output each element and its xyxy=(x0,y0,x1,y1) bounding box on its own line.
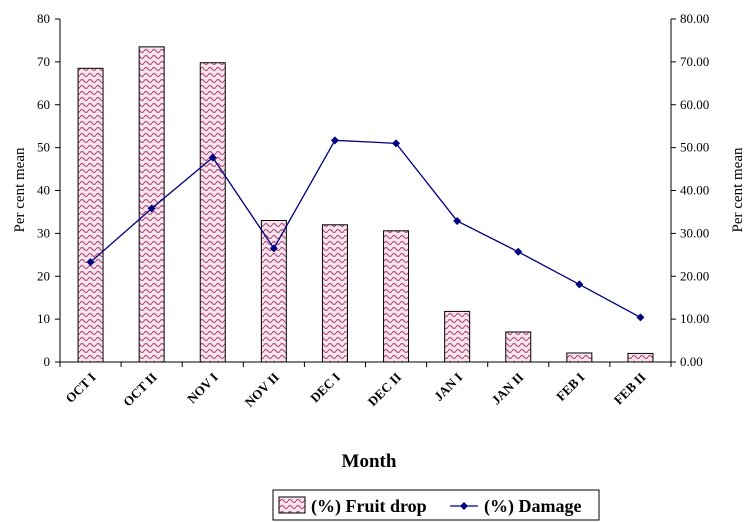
left-axis-ticks: 0 10 20 30 40 50 60 70 80 xyxy=(37,11,60,369)
y-axis-title-right: Per cent mean xyxy=(730,147,746,232)
bar-nov-i xyxy=(199,62,226,363)
damage-point-jan-i xyxy=(453,216,462,225)
category-labels: OCT I OCT II NOV I NOV II DEC I DEC II JAN I JA… xyxy=(62,370,648,410)
y-tick-label-left: 20 xyxy=(37,268,50,283)
x-tick-label: NOV I xyxy=(184,370,221,407)
y-tick-label-left: 30 xyxy=(37,225,50,240)
y-axis-title-left: Per cent mean xyxy=(12,147,28,232)
legend-swatch-fruit-drop xyxy=(278,496,306,514)
y-tick-label-right: 40.00 xyxy=(680,183,709,198)
x-tick-label: OCT II xyxy=(120,370,160,410)
bar-oct-ii xyxy=(138,46,165,363)
y-tick-label-right: 80.00 xyxy=(680,11,709,26)
damage-point-oct-ii xyxy=(147,204,156,213)
x-tick-label: FEB II xyxy=(611,370,649,408)
damage-point-nov-ii xyxy=(269,244,278,253)
bar-jan-ii xyxy=(505,331,532,363)
legend-label-damage: (%) Damage xyxy=(484,496,581,517)
x-tick-label: OCT I xyxy=(62,370,98,406)
x-tick-label: DEC II xyxy=(365,370,404,409)
x-tick-label: JAN I xyxy=(431,370,465,404)
damage-point-feb-i xyxy=(575,280,584,289)
x-tick-label: NOV II xyxy=(242,370,282,410)
bar-oct-i xyxy=(77,67,104,363)
legend-marker-damage xyxy=(460,502,468,510)
bar-dec-i xyxy=(321,224,348,363)
y-tick-label-left: 10 xyxy=(37,311,50,326)
damage-point-dec-i xyxy=(330,136,339,145)
y-tick-label-left: 0 xyxy=(44,354,51,369)
y-tick-label-left: 60 xyxy=(37,97,50,112)
x-tick-label: JAN II xyxy=(488,370,526,408)
y-tick-label-left: 80 xyxy=(37,11,50,26)
right-axis-ticks: 0.00 10.00 20.00 30.00 40.00 50.00 60.00 70.00 8… xyxy=(671,11,709,369)
y-tick-label-right: 70.00 xyxy=(680,54,709,69)
bar-nov-ii xyxy=(260,220,287,363)
y-tick-label-left: 50 xyxy=(37,140,50,155)
bar-feb-ii xyxy=(627,352,654,363)
line-series-damage xyxy=(86,136,645,322)
y-tick-label-right: 50.00 xyxy=(680,140,709,155)
damage-point-dec-ii xyxy=(392,139,401,148)
y-tick-label-right: 60.00 xyxy=(680,97,709,112)
x-tick-label: FEB I xyxy=(553,370,587,404)
y-tick-label-left: 40 xyxy=(37,183,50,198)
y-tick-label-left: 70 xyxy=(37,54,50,69)
damage-point-feb-ii xyxy=(636,313,645,322)
legend: (%) Fruit drop (%) Damage xyxy=(272,489,600,521)
bar-series-fruit-drop xyxy=(77,46,654,363)
damage-point-nov-i xyxy=(208,153,217,162)
y-tick-label-right: 10.00 xyxy=(680,311,709,326)
y-tick-label-right: 30.00 xyxy=(680,225,709,240)
legend-label-fruit-drop: (%) Fruit drop xyxy=(311,496,427,517)
y-tick-label-right: 0.00 xyxy=(680,354,703,369)
bar-jan-i xyxy=(444,310,471,363)
damage-point-jan-ii xyxy=(514,247,523,256)
bar-dec-ii xyxy=(383,230,410,363)
bar-feb-i xyxy=(566,352,593,363)
damage-point-oct-i xyxy=(86,258,95,267)
damage-line xyxy=(90,139,641,318)
y-tick-label-right: 20.00 xyxy=(680,268,709,283)
x-axis-title: Month xyxy=(342,451,397,472)
legend-box xyxy=(272,489,600,521)
x-tick-label: DEC I xyxy=(307,370,343,406)
